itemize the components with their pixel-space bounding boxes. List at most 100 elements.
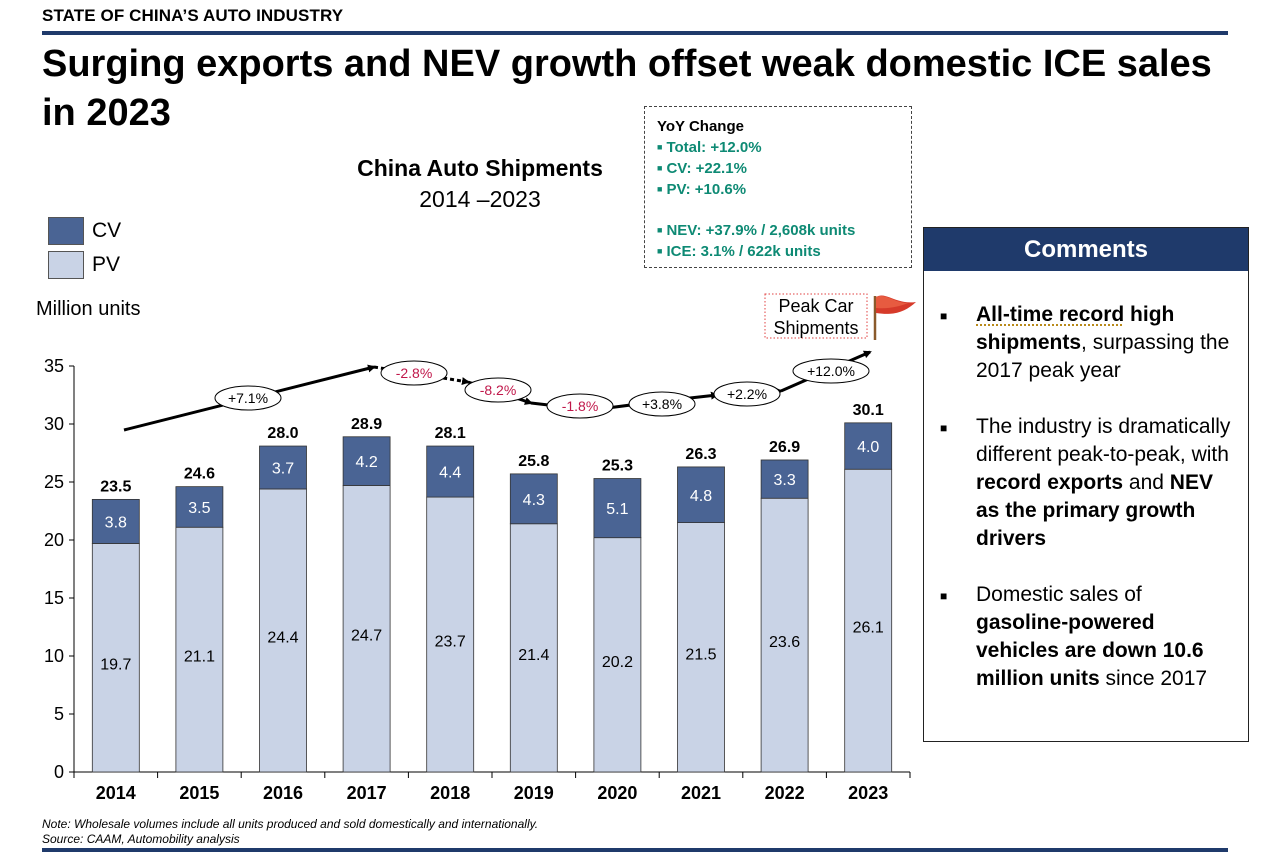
bar-pv xyxy=(175,526,224,773)
footnote: Note: Wholesale volumes include all unit… xyxy=(42,817,538,847)
x-tick-label: 2018 xyxy=(430,783,470,803)
comments-list: ■ All-time record high shipments, surpas… xyxy=(924,271,1248,693)
comments-panel: Comments ■ All-time record high shipment… xyxy=(923,227,1249,742)
x-tick-label: 2021 xyxy=(681,783,721,803)
comment-3-text-2: since 2017 xyxy=(1099,667,1208,690)
yoy-label-ellipse xyxy=(546,393,614,419)
yoy-label-ellipse xyxy=(628,391,696,417)
x-tick-label: 2022 xyxy=(765,783,805,803)
y-tick-label: 20 xyxy=(44,530,64,550)
bar-cv xyxy=(509,473,558,525)
data-label-total: 26.9 xyxy=(769,439,800,456)
yoy-item-cv: CV: +22.1% xyxy=(657,158,899,179)
x-tick-label: 2016 xyxy=(263,783,303,803)
data-label-total: 23.5 xyxy=(100,478,131,495)
data-label-cv: 4.4 xyxy=(439,465,461,482)
y-tick-label: 0 xyxy=(54,762,64,782)
red-flag-icon xyxy=(873,295,916,340)
yoy-item-pv: PV: +10.6% xyxy=(657,179,899,200)
yoy-item-ice: ICE: 3.1% / 622k units xyxy=(657,241,899,262)
x-tick-label: 2014 xyxy=(96,783,136,803)
data-label-pv: 21.5 xyxy=(685,646,716,663)
legend-label-cv: CV xyxy=(92,219,122,242)
bar-pv xyxy=(677,522,725,773)
bar-pv xyxy=(844,468,893,773)
data-label-cv: 5.1 xyxy=(606,501,628,518)
peak-label-box xyxy=(764,293,868,339)
yoy-label: -1.8% xyxy=(562,398,599,414)
data-label-total: 28.1 xyxy=(435,425,466,442)
yoy-label-ellipse xyxy=(792,358,870,384)
bottom-rule xyxy=(42,848,1228,852)
comments-title: Comments xyxy=(924,228,1248,271)
y-tick-label: 35 xyxy=(44,356,64,376)
comment-item: ■ Domestic sales of gasoline-powered veh… xyxy=(940,581,1236,693)
unit-label: Million units xyxy=(36,298,141,320)
yoy-label-ellipse xyxy=(380,360,448,386)
yoy-label: +3.8% xyxy=(642,396,682,412)
data-label-cv: 3.5 xyxy=(188,500,210,517)
data-label-pv: 20.2 xyxy=(602,654,633,671)
x-tick-label: 2015 xyxy=(179,783,219,803)
bar-cv xyxy=(844,422,893,470)
data-label-total: 28.9 xyxy=(351,416,382,433)
yoy-item-nev: NEV: +37.9% / 2,608k units xyxy=(657,220,899,241)
data-label-pv: 19.7 xyxy=(100,657,131,674)
x-tick-label: 2023 xyxy=(848,783,888,803)
comment-item: ■ The industry is dramatically different… xyxy=(940,413,1236,553)
data-label-cv: 3.3 xyxy=(773,472,795,489)
data-label-cv: 4.0 xyxy=(857,439,879,456)
yoy-label: -8.2% xyxy=(480,382,517,398)
data-label-cv: 3.7 xyxy=(272,461,294,478)
chart-title-main: China Auto Shipments xyxy=(357,155,603,181)
data-label-cv: 4.8 xyxy=(690,488,712,505)
data-label-total: 26.3 xyxy=(685,446,716,463)
kicker: STATE OF CHINA’S AUTO INDUSTRY xyxy=(42,6,344,25)
data-label-pv: 21.4 xyxy=(518,647,549,664)
comment-3-text-1: Domestic sales of xyxy=(976,583,1142,606)
data-label-cv: 4.3 xyxy=(523,492,545,509)
yoy-label: +7.1% xyxy=(228,390,268,406)
x-tick-label: 2019 xyxy=(514,783,554,803)
data-label-total: 25.3 xyxy=(602,458,633,475)
page-title: Surging exports and NEV growth offset we… xyxy=(42,43,1212,134)
legend-swatch-pv xyxy=(48,251,84,279)
top-rule xyxy=(42,31,1228,35)
comment-1-text: , surpassing the 2017 peak year xyxy=(976,331,1230,382)
bar-pv xyxy=(259,488,307,773)
bullet-square-icon: ■ xyxy=(940,309,948,323)
data-label-cv: 3.8 xyxy=(105,514,127,531)
bar-cv xyxy=(593,478,642,539)
x-tick-label: 2020 xyxy=(597,783,637,803)
bar-pv xyxy=(593,537,642,773)
yoy-label: +12.0% xyxy=(807,363,855,379)
peak-annotation: Peak Car Shipments xyxy=(764,293,916,340)
yoy-label: +2.2% xyxy=(727,386,767,402)
shipments-chart: 0 5 10 15 20 25 30 35 2014 2015 2016 2017 2018 2019 20… xyxy=(44,293,916,803)
bar-cv xyxy=(677,466,725,524)
bar-cv xyxy=(426,445,475,498)
comment-item: ■ All-time record high shipments, surpas… xyxy=(940,301,1236,385)
peak-label-line1: Peak Car xyxy=(778,296,853,316)
bar-cv xyxy=(91,498,140,544)
bullet-square-icon: ■ xyxy=(940,421,948,435)
bar-pv xyxy=(509,523,558,773)
yoy-label-ellipse xyxy=(214,385,282,411)
data-label-pv: 21.1 xyxy=(184,649,215,666)
comment-2-bold-2: NEV as the primary growth drivers xyxy=(976,471,1213,550)
comment-2-text-1: The industry is dramatically different p… xyxy=(976,415,1231,466)
data-label-total: 24.6 xyxy=(184,466,215,483)
yoy-item-total: Total: +12.0% xyxy=(657,137,899,158)
yoy-label: -2.8% xyxy=(396,365,433,381)
yoy-label-ellipse xyxy=(464,377,532,403)
bar-pv xyxy=(760,497,809,773)
comment-3-bold: gasoline-powered vehicles are down 10.6 … xyxy=(976,611,1204,690)
yoy-change-box: YoY Change Total: +12.0% CV: +22.1% PV: … xyxy=(644,106,912,268)
footnote-note: Note: Wholesale volumes include all unit… xyxy=(42,817,539,831)
data-label-pv: 23.7 xyxy=(435,634,466,651)
legend-item-cv: CV xyxy=(48,214,121,248)
yoy-box-title: YoY Change xyxy=(657,118,744,135)
peak-label-line2: Shipments xyxy=(773,318,858,338)
data-label-pv: 26.1 xyxy=(853,620,884,637)
legend-label-pv: PV xyxy=(92,253,121,276)
